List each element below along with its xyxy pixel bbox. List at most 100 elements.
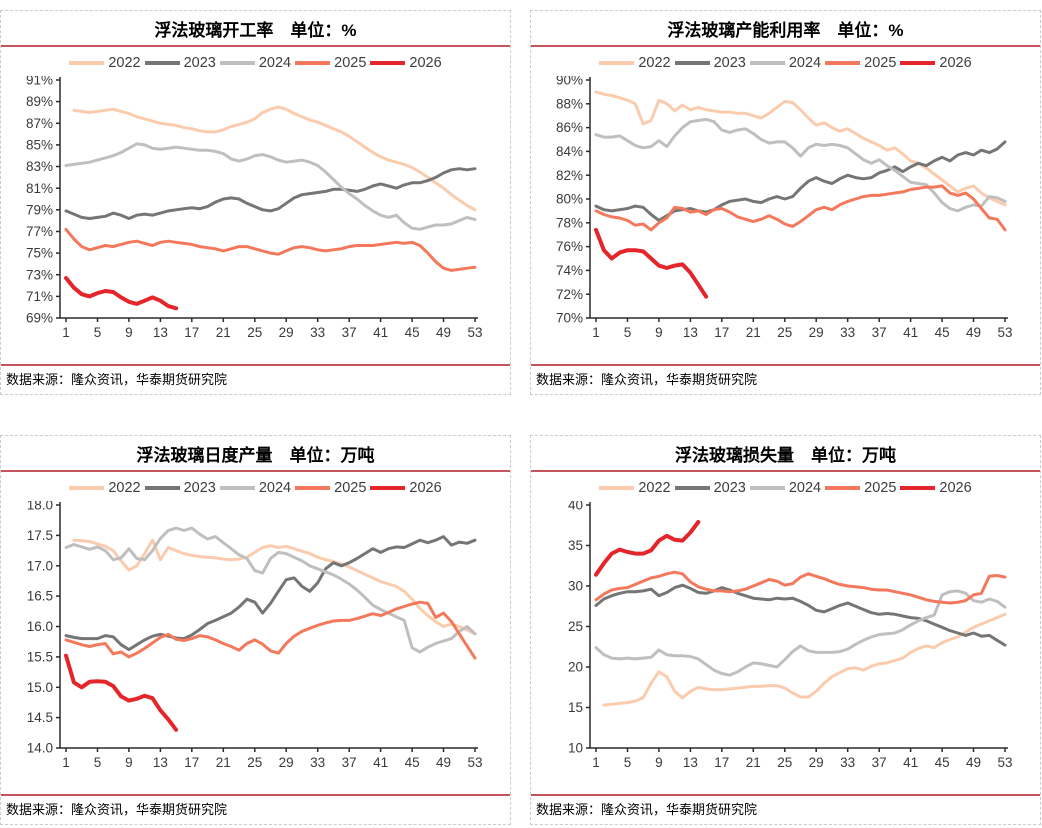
x-tick-label: 53 <box>467 325 482 340</box>
panel-loss-volume: 浮法玻璃损失量 单位：万吨 2022 2023 2024 2025 2026 10 15 2… <box>530 435 1041 825</box>
x-tick-label: 49 <box>966 755 981 770</box>
y-tick-label: 84% <box>556 144 583 159</box>
x-tick-label: 21 <box>216 755 231 770</box>
legend-item-label: 2026 <box>939 480 972 496</box>
y-tick-label: 25 <box>568 619 583 634</box>
y-tick-label: 78% <box>556 215 583 230</box>
y-tick-label: 75% <box>26 246 53 261</box>
x-tick-label: 17 <box>184 755 199 770</box>
x-tick-label: 25 <box>777 755 792 770</box>
legend-item-2024: 2024 <box>749 55 822 71</box>
legend-line-swatch <box>295 61 331 65</box>
x-tick-label: 45 <box>405 755 420 770</box>
series-line-2024 <box>594 589 1007 677</box>
legend-item-2025: 2025 <box>295 480 366 496</box>
x-tick-label: 33 <box>840 325 855 340</box>
series-line-2024 <box>594 117 1007 213</box>
y-tick-label: 10 <box>568 741 583 756</box>
legend-item-label: 2023 <box>183 55 216 71</box>
x-tick-label: 1 <box>592 755 600 770</box>
y-tick-label: 15.5 <box>27 650 53 665</box>
x-tick-label: 29 <box>809 325 824 340</box>
x-tick-label: 5 <box>624 755 632 770</box>
series-line-2022 <box>602 612 1007 707</box>
y-tick-label: 15 <box>568 700 583 715</box>
x-tick-label: 9 <box>655 755 663 770</box>
x-tick-label: 49 <box>436 325 451 340</box>
legend-item-label: 2025 <box>864 55 897 71</box>
title-rule <box>1 45 510 47</box>
page-title: 浮法玻璃日度产量 单位：万吨 <box>136 446 375 465</box>
y-tick-label: 72% <box>556 287 583 302</box>
legend-line-swatch <box>295 486 331 490</box>
legend-item-label: 2024 <box>258 55 292 71</box>
legend-item-2022: 2022 <box>599 480 671 496</box>
series-line-2024 <box>64 142 477 231</box>
x-tick-label: 37 <box>872 755 887 770</box>
legend-item-2025: 2025 <box>825 55 896 71</box>
series-line-2022 <box>594 90 1007 207</box>
x-tick-label: 1 <box>592 325 600 340</box>
legend-item-2025: 2025 <box>825 480 896 496</box>
legend-item-2023: 2023 <box>674 480 746 496</box>
series-line-2025 <box>594 570 1007 605</box>
chart-grid: 浮法玻璃开工率 单位：% 2022 2023 2024 2025 2026 69% 71%… <box>0 10 1042 825</box>
series-line-2023 <box>64 535 477 652</box>
legend-line-swatch <box>219 61 255 65</box>
x-tick-label: 5 <box>624 325 632 340</box>
legend-item-label: 2026 <box>409 55 442 71</box>
x-tick-label: 53 <box>997 755 1012 770</box>
x-tick-label: 25 <box>247 325 262 340</box>
legend-item-label: 2023 <box>713 480 746 496</box>
y-tick-label: 91% <box>26 76 53 88</box>
y-tick-label: 14.0 <box>27 741 53 756</box>
y-tick-label: 77% <box>26 224 53 239</box>
legend-line-swatch <box>825 61 861 65</box>
x-tick-label: 5 <box>94 325 102 340</box>
legend-line-swatch <box>674 486 710 490</box>
legend-item-label: 2022 <box>638 55 671 71</box>
y-tick-label: 40 <box>568 501 583 513</box>
chart-canvas: 69% 71% 73% 75% 77% 79% 81% 83% 85% 87% 89% 91% 1 5 9 1… <box>26 76 483 340</box>
y-tick-label: 14.5 <box>27 710 53 725</box>
x-tick-label: 41 <box>373 325 388 340</box>
y-tick-label: 71% <box>26 289 53 304</box>
x-tick-label: 41 <box>373 755 388 770</box>
legend-item-2022: 2022 <box>69 55 141 71</box>
x-tick-label: 13 <box>683 325 698 340</box>
x-tick-label: 17 <box>714 325 729 340</box>
data-source-label: 数据来源：隆众资讯，华泰期货研究院 <box>536 802 758 817</box>
x-tick-label: 13 <box>683 755 698 770</box>
data-source-label: 数据来源：隆众资讯，华泰期货研究院 <box>536 372 758 387</box>
y-tick-label: 73% <box>26 267 53 282</box>
panel-capacity-utilization: 浮法玻璃产能利用率 单位：% 2022 2023 2024 2025 2026 70% 7… <box>530 10 1041 395</box>
x-tick-label: 29 <box>809 755 824 770</box>
legend-line-swatch <box>370 486 406 490</box>
x-tick-label: 45 <box>935 325 950 340</box>
title-rule <box>531 470 1040 472</box>
legend-line-swatch <box>144 61 180 65</box>
legend-item-label: 2024 <box>788 55 822 71</box>
chart-canvas: 70% 72% 74% 76% 78% 80% 82% 84% 86% 88% 90% 1 5 9 13 17… <box>556 76 1013 340</box>
legend-line-swatch <box>749 61 785 65</box>
x-tick-label: 37 <box>872 325 887 340</box>
x-tick-label: 9 <box>125 325 133 340</box>
x-tick-label: 41 <box>903 755 918 770</box>
x-tick-label: 9 <box>125 755 133 770</box>
legend-item-label: 2023 <box>183 480 216 496</box>
series-line-2026 <box>64 276 179 311</box>
x-tick-label: 37 <box>342 325 357 340</box>
x-tick-label: 29 <box>279 325 294 340</box>
y-tick-label: 74% <box>556 263 583 278</box>
legend-item-label: 2025 <box>864 480 897 496</box>
y-tick-label: 30 <box>568 579 583 594</box>
legend-item-label: 2022 <box>108 480 141 496</box>
x-tick-label: 13 <box>153 325 168 340</box>
y-tick-label: 76% <box>556 239 583 254</box>
y-tick-label: 70% <box>556 311 583 326</box>
x-tick-label: 21 <box>746 325 761 340</box>
y-tick-label: 18.0 <box>27 501 53 513</box>
x-tick-label: 49 <box>966 325 981 340</box>
legend-item-label: 2022 <box>638 480 671 496</box>
